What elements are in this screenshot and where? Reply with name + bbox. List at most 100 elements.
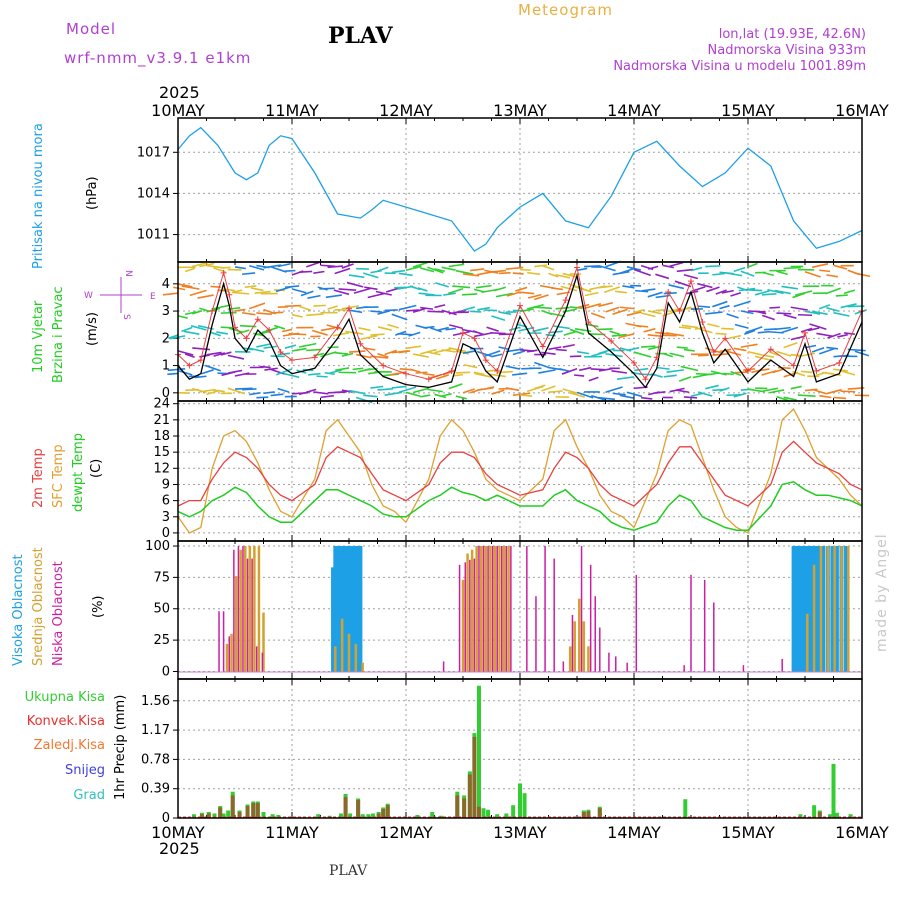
gust-marker: [209, 308, 216, 315]
wind-arrow: [420, 306, 434, 310]
wind-arrow: [320, 394, 335, 399]
wind-arrow: [637, 325, 649, 328]
cloud-bar: [594, 596, 596, 672]
cloud-bar: [807, 546, 812, 672]
precip-total-bar: [415, 814, 420, 818]
gust-marker: [277, 348, 284, 355]
precip-total-bar: [834, 812, 839, 818]
cloud-bar: [821, 546, 826, 672]
wind-arrow: [685, 290, 699, 295]
gust-marker: [226, 291, 233, 298]
wind-arrow: [576, 391, 594, 399]
wind-arrow: [519, 268, 531, 271]
wind-label: 10m Vjetar: [31, 300, 46, 373]
wind-arrow: [790, 306, 808, 311]
wind-arrow: [452, 330, 471, 337]
wind-arrow: [194, 375, 207, 379]
wind-arrow: [811, 263, 829, 269]
wind-arrow: [377, 310, 391, 315]
x-label-top: 12MAY: [379, 101, 433, 120]
cloud-bar: [342, 546, 347, 672]
wind-arrow: [320, 327, 335, 332]
wind-arrow: [534, 264, 548, 268]
wind-arrow: [618, 333, 635, 339]
gust-marker: [574, 264, 580, 271]
wind-arrow: [313, 270, 325, 274]
wind-arrow: [683, 348, 695, 352]
gust-marker: [425, 376, 432, 383]
wind-arrow: [474, 372, 492, 378]
wind-arrow: [706, 286, 720, 293]
wind-arrow: [574, 374, 585, 377]
wind-arrow: [505, 266, 524, 270]
wind-arrow: [363, 394, 378, 398]
wind-arrow: [184, 311, 197, 316]
wind-arrow: [694, 326, 706, 330]
wind-arrow: [228, 369, 243, 374]
cloud-bar: [356, 546, 361, 672]
wind-arrow: [284, 304, 302, 308]
y-tick-label: 25: [153, 633, 170, 648]
wind-arrow: [767, 288, 784, 295]
cloud-bar: [361, 662, 364, 672]
wind-arrow: [626, 266, 642, 271]
gust-marker: [186, 362, 193, 369]
wind-arrow: [204, 364, 222, 372]
wind-arrow: [355, 353, 372, 359]
wind-arrow: [795, 290, 813, 296]
wind-arrow: [556, 291, 571, 296]
precip-conv-bar: [218, 807, 223, 818]
wind-arrow: [462, 293, 478, 296]
wind-arrow: [633, 308, 645, 314]
wind-arrow: [598, 347, 615, 355]
wind-arrow: [819, 394, 832, 399]
wind-arrow: [249, 347, 265, 353]
gust-marker: [665, 288, 672, 295]
coords-text: lon,lat (19.93E, 42.6N): [719, 27, 866, 42]
wind-arrow: [754, 290, 770, 296]
panel-0: 1011 1014 1017: [137, 118, 863, 262]
y-tick-label: 75: [153, 570, 170, 585]
wind-arrow: [434, 393, 447, 399]
altitude-text: Nadmorska Visina 933m: [708, 43, 867, 58]
precip-total-bar: [191, 814, 196, 818]
wind-arrow: [740, 343, 758, 348]
precip-total-bar: [511, 805, 516, 818]
wind-arrow: [291, 347, 307, 352]
y-tick-label: 18: [153, 429, 170, 444]
wind-unit: (m/s): [85, 312, 100, 346]
wind-arrow: [420, 394, 431, 398]
cloud-bar: [608, 652, 610, 672]
wind-arrow: [603, 286, 621, 294]
cloud-bar: [840, 546, 843, 672]
wind-arrow: [256, 330, 271, 336]
wind-arrow: [335, 367, 350, 372]
x-label-top: 16MAY: [835, 101, 889, 120]
wind-arrow: [398, 386, 417, 394]
cloud-bar: [800, 546, 805, 672]
wind-arrow: [676, 268, 694, 273]
wind-arrow: [364, 286, 378, 291]
y-tick-label: 21: [153, 413, 170, 428]
precip-total-bar: [276, 814, 281, 818]
cloud-bar: [742, 665, 745, 672]
wind-arrow: [192, 309, 203, 315]
wind-arrow: [452, 373, 464, 377]
wind-arrow: [591, 394, 606, 401]
wind-arrow: [452, 285, 471, 289]
precip-conv-bar: [455, 795, 460, 818]
gust-marker: [289, 357, 295, 364]
wind-arrow: [254, 290, 271, 294]
wind-arrow: [448, 347, 466, 353]
footer-station: PLAV: [329, 863, 368, 879]
wind-arrow: [486, 326, 499, 332]
wind-arrow: [498, 311, 511, 316]
model-altitude-text: Nadmorska Visina u modelu 1001.89m: [613, 59, 866, 74]
wind-arrow: [306, 313, 324, 317]
cloud-bar: [469, 559, 471, 672]
wind-arrow: [341, 389, 353, 393]
wind-arrow: [227, 354, 245, 360]
wind-arrow: [437, 326, 449, 331]
wind-arrow: [635, 289, 649, 293]
wind-arrow: [326, 324, 343, 330]
